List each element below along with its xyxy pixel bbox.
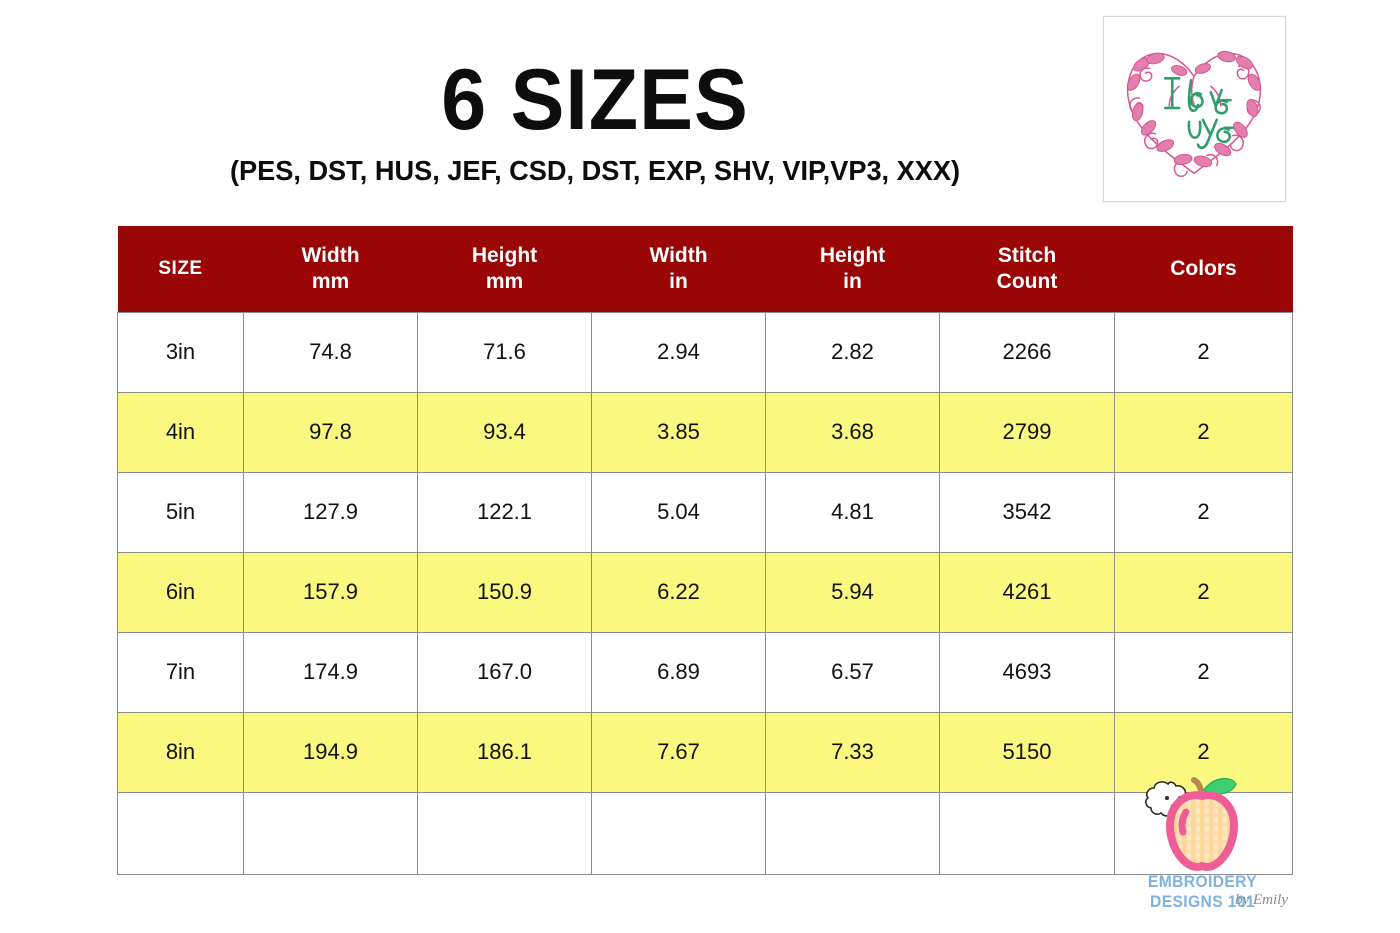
cell-height-mm: 186.1	[417, 711, 592, 793]
page-title: 6 SIZES	[441, 52, 749, 148]
column-header-height-mm-unit: mm	[485, 269, 524, 293]
cell-colors: 2	[1114, 551, 1293, 633]
table-row: 4in 97.8 93.4 3.85 3.68 2799 2	[117, 391, 1293, 473]
table-row-empty	[117, 791, 1293, 875]
cell-stitch-count: 4693	[939, 631, 1115, 713]
cell-width-mm: 194.9	[243, 711, 418, 793]
cell-width-in: 6.22	[591, 551, 766, 633]
table-header-row: SIZE Width mm Height mm Width in Height …	[117, 226, 1293, 312]
column-header-height-in: Height in	[765, 226, 940, 312]
cell-size	[117, 791, 244, 875]
cell-width-mm	[243, 791, 418, 875]
cell-height-in: 6.57	[765, 631, 940, 713]
cell-height-mm: 93.4	[417, 391, 592, 473]
cell-colors: 2	[1114, 711, 1293, 793]
table-body: 3in 74.8 71.6 2.94 2.82 2266 2 4in 97.8 …	[117, 311, 1293, 875]
column-header-size: SIZE	[117, 226, 244, 312]
cell-width-in: 7.67	[591, 711, 766, 793]
column-header-size-label: SIZE	[158, 257, 203, 279]
cell-width-mm: 127.9	[243, 471, 418, 553]
table-row: 7in 174.9 167.0 6.89 6.57 4693 2	[117, 631, 1293, 713]
column-header-height-in-unit: in	[843, 269, 862, 293]
column-header-count-label: Count	[996, 269, 1058, 293]
column-header-width-mm-unit: mm	[311, 269, 350, 293]
cell-height-in: 4.81	[765, 471, 940, 553]
design-preview-thumbnail	[1103, 16, 1286, 202]
table-row: 6in 157.9 150.9 6.22 5.94 4261 2	[117, 551, 1293, 633]
column-header-stitch-label: Stitch	[997, 243, 1057, 267]
cell-height-mm: 71.6	[417, 311, 592, 393]
cell-colors	[1114, 791, 1293, 875]
column-header-height-mm: Height mm	[417, 226, 592, 312]
brand-name: EMBROIDERY DESIGNS 101	[1147, 872, 1258, 911]
cell-width-in: 2.94	[591, 311, 766, 393]
column-header-colors: Colors	[1114, 226, 1293, 312]
cell-height-in: 2.82	[765, 311, 940, 393]
cell-height-in: 5.94	[765, 551, 940, 633]
cell-height-mm: 167.0	[417, 631, 592, 713]
cell-size: 3in	[117, 311, 244, 393]
cell-height-mm: 122.1	[417, 471, 592, 553]
column-header-stitch-count: Stitch Count	[939, 226, 1115, 312]
cell-height-in: 3.68	[765, 391, 940, 473]
cell-height-in: 7.33	[765, 711, 940, 793]
column-header-width-in-label: Width	[649, 243, 708, 267]
file-formats-subtitle: (PES, DST, HUS, JEF, CSD, DST, EXP, SHV,…	[229, 155, 961, 186]
cell-width-mm: 74.8	[243, 311, 418, 393]
cell-width-in: 6.89	[591, 631, 766, 713]
cell-colors: 2	[1114, 311, 1293, 393]
cell-stitch-count: 5150	[939, 711, 1115, 793]
cell-width-in	[591, 791, 766, 875]
column-header-width-mm: Width mm	[243, 226, 418, 312]
brand-byline: by Emily	[1235, 892, 1288, 908]
cell-height-mm: 150.9	[417, 551, 592, 633]
cell-colors: 2	[1114, 471, 1293, 553]
column-header-height-in-label: Height	[819, 243, 886, 267]
cell-size: 7in	[117, 631, 244, 713]
cell-width-mm: 97.8	[243, 391, 418, 473]
floral-heart-embroidery-graphic	[1104, 17, 1285, 201]
cell-size: 4in	[117, 391, 244, 473]
title-block: 6 SIZES (PES, DST, HUS, JEF, CSD, DST, E…	[0, 52, 1190, 188]
table-row: 3in 74.8 71.6 2.94 2.82 2266 2	[117, 311, 1293, 393]
cell-width-in: 3.85	[591, 391, 766, 473]
column-header-colors-label: Colors	[1170, 256, 1237, 280]
cell-width-in: 5.04	[591, 471, 766, 553]
table-header: SIZE Width mm Height mm Width in Height …	[117, 226, 1293, 312]
cell-height-mm	[417, 791, 592, 875]
cell-height-in	[765, 791, 940, 875]
size-chart-table: SIZE Width mm Height mm Width in Height …	[117, 226, 1293, 875]
cell-size: 5in	[117, 471, 244, 553]
column-header-width-mm-label: Width	[301, 243, 360, 267]
cell-stitch-count: 3542	[939, 471, 1115, 553]
column-header-width-in-unit: in	[669, 269, 688, 293]
cell-width-mm: 174.9	[243, 631, 418, 713]
cell-stitch-count: 2266	[939, 311, 1115, 393]
cell-colors: 2	[1114, 631, 1293, 713]
cell-size: 8in	[117, 711, 244, 793]
cell-stitch-count	[939, 791, 1115, 875]
column-header-height-mm-label: Height	[471, 243, 538, 267]
table-row: 5in 127.9 122.1 5.04 4.81 3542 2	[117, 471, 1293, 553]
column-header-width-in: Width in	[591, 226, 766, 312]
cell-size: 6in	[117, 551, 244, 633]
cell-width-mm: 157.9	[243, 551, 418, 633]
cell-stitch-count: 2799	[939, 391, 1115, 473]
table-row: 8in 194.9 186.1 7.67 7.33 5150 2	[117, 711, 1293, 793]
cell-colors: 2	[1114, 391, 1293, 473]
cell-stitch-count: 4261	[939, 551, 1115, 633]
